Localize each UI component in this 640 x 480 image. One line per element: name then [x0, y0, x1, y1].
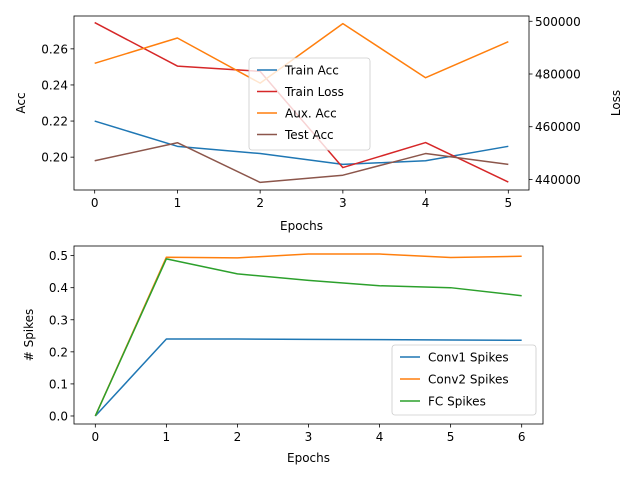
- top-y-axis-label: Acc: [14, 92, 28, 113]
- series-line-aux-acc: [94, 22, 509, 84]
- series-line-fc-spikes: [94, 258, 522, 417]
- y-tick-label: 0.20: [41, 151, 68, 165]
- series-line-conv2-spikes: [94, 253, 522, 417]
- legend-label-fc-spikes: FC Spikes: [428, 395, 486, 409]
- series-line-conv1-spikes: [94, 338, 522, 417]
- y-tick-label: 0.24: [41, 78, 68, 92]
- x-tick-label: 3: [339, 196, 347, 210]
- x-tick-label: 2: [256, 196, 264, 210]
- bottom-x-ticks: 0 1 2 3 4 5 6: [91, 424, 526, 444]
- y-tick-label: 0.1: [49, 377, 68, 391]
- y-tick-label: 0.2: [49, 345, 68, 359]
- top-plot-frame: [73, 15, 530, 191]
- y2-tick-label: 500000: [535, 15, 581, 29]
- legend-label-conv1-spikes: Conv1 Spikes: [428, 351, 509, 365]
- top-legend-box: [248, 57, 371, 151]
- bottom-chart: 0 1 2 3 4 5 6 0.0 0.1 0.2 0.3 0.4 0.5 Epochs # Spik…: [22, 245, 544, 465]
- y2-tick-label: 440000: [535, 173, 581, 187]
- legend-label-aux-acc: Aux. Acc: [285, 107, 337, 121]
- y-tick-label: 0.3: [49, 313, 68, 327]
- legend-label-train-acc: Train Acc: [284, 64, 339, 78]
- top-legend: Train Acc Train Loss Aux. Acc Test Acc: [248, 57, 371, 151]
- x-tick-label: 4: [422, 196, 430, 210]
- y2-tick-label: 460000: [535, 120, 581, 134]
- x-tick-label: 6: [518, 430, 526, 444]
- y-tick-label: 0.26: [41, 42, 68, 56]
- bottom-series-layer: [94, 253, 522, 417]
- legend-label-train-loss: Train Loss: [284, 85, 344, 99]
- series-line-test-acc: [94, 141, 509, 184]
- bottom-y-ticks: 0.0 0.1 0.2 0.3 0.4 0.5: [49, 249, 74, 423]
- top-y-ticks: 0.20 0.22 0.24 0.26: [41, 42, 74, 165]
- x-tick-label: 1: [163, 430, 171, 444]
- y2-tick-label: 480000: [535, 68, 581, 82]
- y-tick-label: 0.0: [49, 409, 68, 423]
- x-tick-label: 4: [376, 430, 384, 444]
- bottom-y-axis-label: # Spikes: [22, 309, 36, 362]
- x-tick-label: 5: [504, 196, 512, 210]
- top-y2-ticks: 440000 460000 480000 500000: [529, 15, 581, 187]
- x-tick-label: 5: [447, 430, 455, 444]
- y-tick-label: 0.22: [41, 115, 68, 129]
- y-tick-label: 0.5: [49, 249, 68, 263]
- bottom-legend: Conv1 Spikes Conv2 Spikes FC Spikes: [391, 344, 537, 416]
- series-line-train-acc: [94, 120, 509, 166]
- legend-label-test-acc: Test Acc: [284, 128, 334, 142]
- legend-label-conv2-spikes: Conv2 Spikes: [428, 373, 509, 387]
- top-y2-axis-label: Loss: [609, 90, 623, 116]
- x-tick-label: 0: [91, 430, 99, 444]
- top-x-axis-label: Epochs: [280, 219, 323, 233]
- x-tick-label: 1: [174, 196, 182, 210]
- x-tick-label: 3: [305, 430, 313, 444]
- y-tick-label: 0.4: [49, 281, 68, 295]
- top-chart: 0 1 2 3 4 5 0.20 0.22 0.24 0.26 440000 460000 4800…: [14, 15, 623, 233]
- top-x-ticks: 0 1 2 3 4 5: [91, 190, 512, 210]
- x-tick-label: 0: [91, 196, 99, 210]
- bottom-x-axis-label: Epochs: [287, 451, 330, 465]
- bottom-legend-box: [391, 344, 537, 416]
- x-tick-label: 2: [234, 430, 242, 444]
